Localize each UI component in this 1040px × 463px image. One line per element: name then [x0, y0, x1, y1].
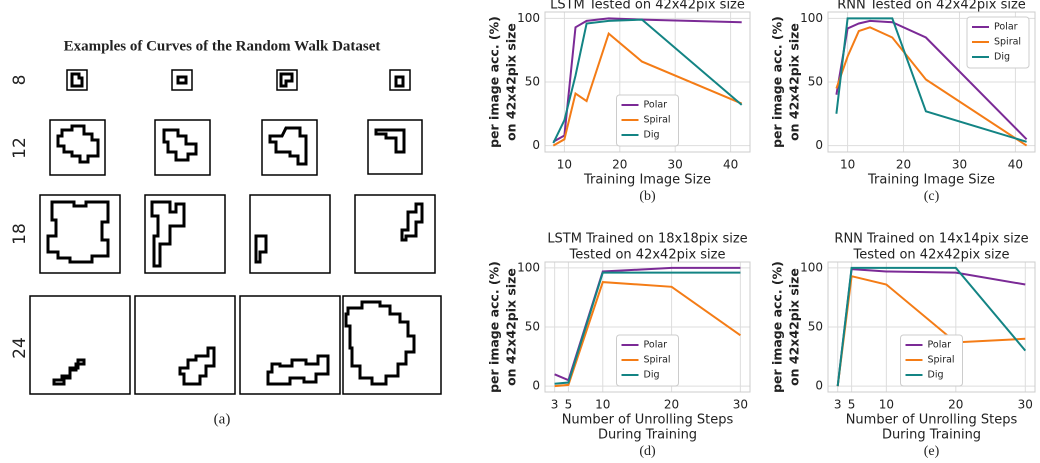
chart-title: RNN Trained on 14x14pix size	[834, 232, 1028, 247]
curve-box	[30, 296, 130, 394]
legend-label: Polar	[644, 100, 668, 111]
legend-label: Spiral	[644, 355, 671, 366]
curve	[48, 202, 108, 262]
y-axis-label: per image acc. (%)	[770, 261, 785, 393]
y-tick-label: 50	[808, 320, 823, 334]
x-tick-label: 5	[848, 398, 856, 412]
curve-box	[250, 195, 330, 273]
x-tick-label: 10	[840, 158, 855, 172]
y-tick-label: 0	[532, 379, 540, 393]
curve	[152, 202, 184, 266]
curve	[180, 348, 214, 384]
curve	[346, 302, 414, 384]
x-tick-label: 40	[723, 158, 738, 172]
y-axis-label: on 42x42pix size	[787, 268, 802, 386]
legend-label: Dig	[928, 370, 944, 381]
x-axis-label: Training Image Size	[583, 173, 711, 188]
curve	[58, 126, 98, 162]
panel-title: Examples of Curves of the Random Walk Da…	[64, 38, 381, 54]
y-tick-label: 0	[815, 379, 823, 393]
legend-label: Spiral	[994, 37, 1021, 48]
caption: (d)	[639, 444, 656, 459]
legend-label: Dig	[644, 370, 660, 381]
caption: (c)	[924, 189, 940, 204]
curve-box	[155, 120, 210, 175]
legend-label: Polar	[644, 340, 668, 351]
y-tick-label: 100	[800, 260, 823, 274]
curve	[281, 74, 292, 86]
y-axis-label: per image acc. (%)	[487, 16, 502, 148]
panel-a: Examples of Curves of the Random Walk Da…	[10, 38, 441, 427]
y-axis-label: on 42x42pix size	[504, 268, 519, 386]
chart-title: LSTM Tested on 42x42pix size	[550, 0, 745, 13]
x-tick-label: 20	[612, 158, 627, 172]
x-tick-label: 30	[1018, 398, 1033, 412]
x-axis-label: During Training	[882, 428, 981, 443]
curve	[270, 128, 306, 164]
chart-title: Tested on 42x42pix size	[569, 248, 726, 263]
row-label: 8	[10, 75, 30, 86]
x-tick-label: 10	[595, 398, 610, 412]
chart-title: Tested on 42x42pix size	[853, 248, 1010, 263]
curve	[268, 356, 328, 384]
curve	[72, 74, 82, 86]
x-tick-label: 10	[879, 398, 894, 412]
caption: (b)	[639, 189, 656, 204]
curve	[402, 204, 422, 240]
legend-label: Dig	[994, 52, 1010, 63]
caption: (a)	[214, 411, 231, 427]
y-axis-label: per image acc. (%)	[770, 16, 785, 148]
legend-label: Spiral	[644, 115, 671, 126]
legend-label: Dig	[644, 130, 660, 141]
figure: Examples of Curves of the Random Walk Da…	[0, 0, 1040, 463]
x-axis-label: Number of Unrolling Steps	[846, 413, 1018, 428]
y-tick-label: 100	[517, 260, 540, 274]
caption: (e)	[924, 444, 940, 459]
y-tick-label: 0	[532, 138, 540, 152]
curve	[54, 360, 84, 384]
x-tick-label: 20	[664, 398, 679, 412]
y-axis-label: per image acc. (%)	[487, 261, 502, 393]
legend-label: Polar	[994, 22, 1018, 33]
curve-box	[172, 70, 192, 90]
y-tick-label: 50	[525, 320, 540, 334]
row-label: 12	[10, 137, 30, 159]
x-axis-label: During Training	[598, 428, 697, 443]
chart: 0 50 100 10 20 30 40 RNN Tested on 42x42pix siz…	[770, 0, 1036, 204]
x-tick-label: 40	[1008, 158, 1023, 172]
x-axis-label: Number of Unrolling Steps	[562, 413, 734, 428]
legend-label: Polar	[928, 340, 952, 351]
curve	[164, 130, 196, 160]
curve	[256, 236, 266, 262]
x-axis-label: Training Image Size	[867, 173, 995, 188]
curve-box	[343, 296, 441, 394]
x-tick-label: 20	[896, 158, 911, 172]
chart-title: RNN Tested on 42x42pix size	[837, 0, 1026, 13]
x-tick-label: 30	[952, 158, 967, 172]
y-axis-label: on 42x42pix size	[504, 23, 519, 141]
row-label: 24	[10, 337, 30, 359]
y-tick-label: 50	[808, 75, 823, 89]
y-axis-label: on 42x42pix size	[787, 23, 802, 141]
curve	[396, 77, 403, 86]
x-tick-label: 30	[668, 158, 683, 172]
curve	[178, 77, 186, 83]
y-tick-label: 50	[525, 75, 540, 89]
legend-label: Spiral	[928, 355, 955, 366]
chart: 0 50 100 10 20 30 40 LSTM Tested on 42x42pix si…	[487, 0, 751, 204]
y-tick-label: 0	[815, 138, 823, 152]
y-tick-label: 100	[517, 11, 540, 25]
x-tick-label: 10	[557, 158, 572, 172]
x-tick-label: 30	[733, 398, 748, 412]
x-tick-label: 5	[565, 398, 573, 412]
x-tick-label: 3	[834, 398, 842, 412]
curve	[376, 130, 404, 152]
x-tick-label: 20	[948, 398, 963, 412]
y-tick-label: 100	[800, 11, 823, 25]
x-tick-label: 3	[551, 398, 559, 412]
row-label: 18	[10, 223, 30, 245]
chart-title: LSTM Trained on 18x18pix size	[547, 232, 747, 247]
